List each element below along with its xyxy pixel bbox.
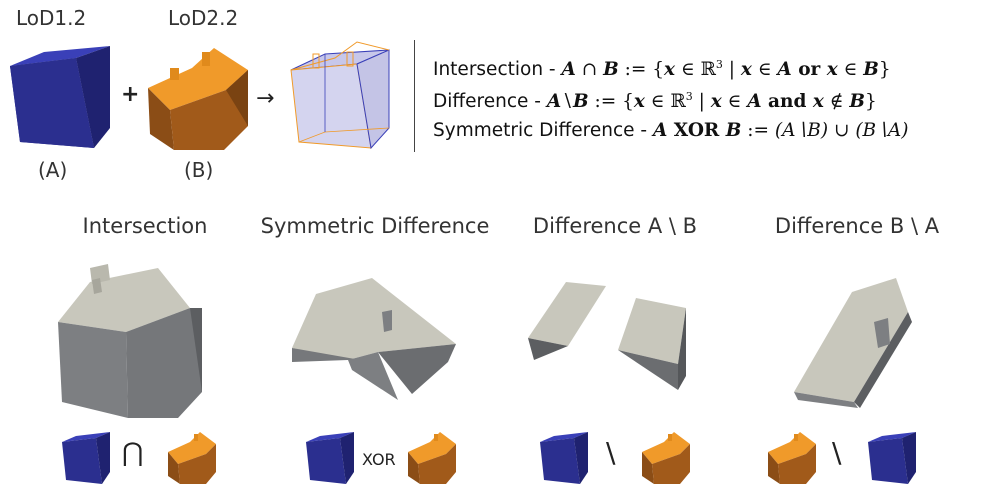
formula-name: Difference - bbox=[433, 91, 547, 113]
house-b-icon bbox=[148, 48, 248, 150]
house-icon bbox=[768, 432, 816, 484]
lod2-label: LoD2.2 bbox=[168, 6, 239, 30]
lod1-label: LoD1.2 bbox=[16, 6, 87, 30]
cube-a-icon bbox=[10, 46, 110, 148]
formula-name: Intersection - bbox=[433, 59, 562, 81]
house-icon bbox=[408, 432, 456, 484]
formula-intersection: Intersection - A ∩ B := {x ∈ ℝ3 | x ∈ A … bbox=[433, 58, 891, 81]
intersection-operator: ⋂ bbox=[122, 438, 144, 468]
title-intersection: Intersection bbox=[82, 214, 208, 238]
formula-difference: Difference - A∖B := {x ∈ ℝ3 | x ∈ A and … bbox=[433, 90, 877, 113]
title-difference-b-a: Difference B \ A bbox=[774, 214, 940, 238]
cube-icon bbox=[62, 432, 110, 484]
intersection-result-icon bbox=[58, 264, 202, 418]
title-symmetric-difference: Symmetric Difference bbox=[260, 214, 490, 238]
cube-icon bbox=[306, 432, 354, 484]
label-b: (B) bbox=[184, 158, 214, 182]
difference-b-a-result-icon bbox=[794, 278, 912, 408]
formula-name: Symmetric Difference - bbox=[433, 120, 653, 141]
divider bbox=[414, 40, 415, 152]
xor-operator: XOR bbox=[362, 450, 396, 469]
difference-a-b-result-icon bbox=[528, 282, 686, 390]
label-a: (A) bbox=[38, 158, 68, 182]
overlay-icon bbox=[290, 41, 390, 150]
difference-operator: \ bbox=[832, 436, 842, 469]
difference-operator: \ bbox=[606, 436, 616, 469]
house-icon bbox=[168, 432, 216, 484]
formula-symmetric: Symmetric Difference - A XOR B := (A∖B) … bbox=[433, 120, 909, 141]
house-icon bbox=[642, 432, 690, 484]
title-difference-a-b: Difference A \ B bbox=[532, 214, 698, 238]
cube-icon bbox=[540, 432, 588, 484]
arrow-icon: → bbox=[256, 86, 275, 111]
plus-sign: + bbox=[121, 82, 140, 107]
cube-icon bbox=[868, 432, 916, 484]
symmetric-difference-result-icon bbox=[292, 278, 456, 400]
